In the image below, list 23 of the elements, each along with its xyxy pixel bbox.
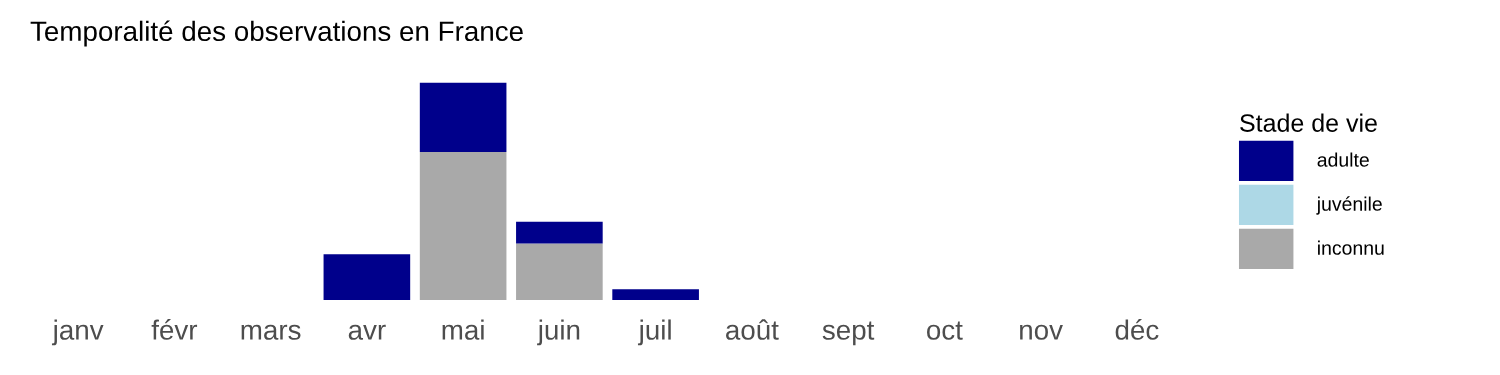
x-tick-label: févr xyxy=(151,319,198,340)
x-tick-label: mai xyxy=(442,319,484,340)
x-tick-label: sept xyxy=(822,321,875,346)
x-tick-label: déc xyxy=(1115,319,1159,340)
x-tick-label: mars xyxy=(241,324,301,340)
x-tick-label: janv xyxy=(51,319,104,346)
legend-label: adulte xyxy=(1317,152,1369,167)
x-tick-label: juil xyxy=(637,319,671,346)
chart-title: Temporalité des observations en France xyxy=(30,20,523,47)
x-tick-label: oct xyxy=(927,321,963,340)
x-tick-label: nov xyxy=(1020,324,1063,340)
legend-label: inconnu xyxy=(1318,240,1384,255)
bar xyxy=(419,152,507,300)
bar xyxy=(323,254,411,300)
legend-title: Stade de vie xyxy=(1240,113,1377,132)
x-tick-label: août xyxy=(726,319,779,340)
bar xyxy=(516,243,603,300)
bar xyxy=(419,82,507,153)
x-tick-label: avr xyxy=(348,324,386,340)
bar xyxy=(516,221,603,244)
bar xyxy=(612,289,699,300)
legend-label: juvénile xyxy=(1316,196,1382,215)
x-tick-label: juin xyxy=(537,319,580,346)
